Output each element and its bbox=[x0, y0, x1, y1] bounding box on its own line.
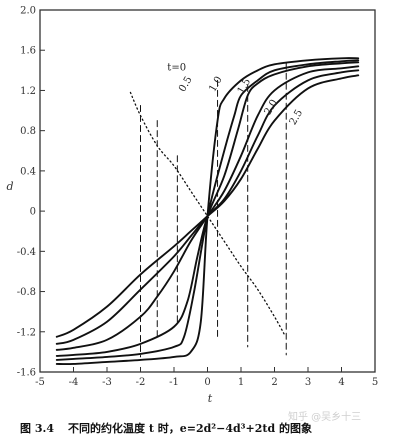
series-line-5 bbox=[55, 57, 360, 366]
curve-label: 1.5 bbox=[236, 77, 253, 96]
series-line-6 bbox=[129, 91, 286, 336]
x-axis-label: t bbox=[208, 392, 213, 405]
curve-label: 0.5 bbox=[177, 75, 194, 94]
series-line-3 bbox=[55, 61, 360, 357]
curve-label: 1.0 bbox=[207, 75, 224, 94]
x-tick-label: 1 bbox=[238, 377, 244, 388]
y-tick-label: 0 bbox=[30, 207, 36, 218]
y-tick-label: 2.0 bbox=[20, 6, 36, 17]
x-tick-label: 4 bbox=[338, 377, 344, 388]
curve-label: t=0 bbox=[167, 62, 186, 73]
watermark: 知乎 @吴乡十三 bbox=[288, 410, 361, 423]
x-tick-label: -1 bbox=[169, 377, 179, 388]
y-axis-label: d bbox=[6, 180, 13, 193]
y-tick-label: -0.4 bbox=[17, 247, 36, 258]
x-tick-label: -3 bbox=[102, 377, 112, 388]
axes: -5 -4 -3 -2 -1 0 1 2 3 4 5 -1.6 -1.2 -0.8 -0.4 0 0.4 0.8 1… bbox=[17, 6, 378, 389]
x-tick-label: -2 bbox=[136, 377, 146, 388]
x-tick-label: -4 bbox=[69, 377, 79, 388]
y-tick-label: -1.6 bbox=[17, 368, 36, 379]
x-tick-label: 3 bbox=[305, 377, 311, 388]
y-tick-label: -1.2 bbox=[17, 327, 36, 338]
y-tick-label: -0.8 bbox=[17, 287, 36, 298]
x-tick-label: 5 bbox=[372, 377, 378, 388]
y-tick-label: 1.6 bbox=[20, 46, 36, 57]
x-tick-label: 0 bbox=[204, 377, 210, 388]
curve-label: 2.5 bbox=[288, 108, 305, 127]
y-tick-label: 0.8 bbox=[20, 126, 36, 137]
figure-caption-number: 图 3.4 bbox=[20, 422, 54, 435]
plot-area: t=00.5 1.0 1.52.02.5 bbox=[55, 57, 360, 366]
x-tick-label: -5 bbox=[35, 377, 45, 388]
x-tick-label: 2 bbox=[271, 377, 277, 388]
y-tick-label: 0.4 bbox=[20, 166, 36, 177]
series-line-1 bbox=[55, 69, 360, 345]
figure-caption-text: 不同的约化温度 t 时，e=2d²−4d³+2td 的图象 bbox=[68, 421, 312, 435]
series-line-4 bbox=[55, 59, 360, 361]
y-tick-label: 1.2 bbox=[20, 86, 36, 97]
